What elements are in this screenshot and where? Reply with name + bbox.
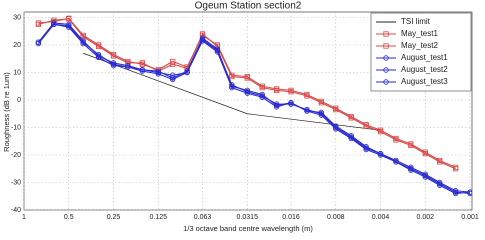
marker (170, 61, 176, 67)
x-tick-label: 0.0315 (237, 214, 259, 221)
marker (318, 100, 324, 106)
y-tick-label: -20 (11, 152, 21, 159)
marker (229, 74, 235, 80)
marker (318, 112, 325, 118)
marker (35, 21, 42, 27)
marker (110, 62, 117, 69)
legend-label: August_test2 (401, 65, 448, 74)
y-tick-label: -10 (11, 124, 21, 131)
marker (363, 146, 369, 153)
legend-box (370, 12, 472, 92)
marker (184, 69, 190, 76)
legend-marker (383, 79, 389, 85)
marker (333, 107, 339, 113)
plot-area (35, 15, 472, 197)
marker (408, 142, 414, 148)
legend-label: TSI limit (401, 17, 431, 26)
marker (110, 53, 117, 59)
marker (288, 89, 294, 95)
marker (273, 104, 280, 110)
marker (66, 24, 72, 30)
marker (437, 159, 443, 165)
x-tick-label: 0.001 (461, 214, 479, 221)
y-tick-label: 20 (13, 42, 21, 49)
y-tick-label: 10 (13, 69, 21, 76)
marker (453, 166, 459, 172)
x-tick-label: 0.016 (282, 214, 300, 221)
marker (363, 123, 369, 129)
marker (259, 85, 265, 91)
x-tick-label: 0.004 (372, 214, 390, 221)
marker (169, 76, 176, 83)
marker (377, 129, 384, 135)
marker (453, 164, 459, 170)
y-tick-label: -40 (11, 207, 21, 214)
marker (199, 38, 206, 44)
x-tick-label: 0.002 (417, 214, 435, 221)
x-tick-label: 0.125 (150, 214, 168, 221)
y-tick-label: -30 (11, 179, 21, 186)
legend-label: August_test1 (401, 53, 448, 62)
marker (139, 68, 146, 74)
marker (66, 16, 72, 22)
x-tick-label: 0.063 (194, 214, 212, 221)
legend-label: August_test3 (401, 77, 448, 86)
marker (80, 40, 86, 47)
y-tick-label: 0 (17, 97, 21, 104)
marker (422, 151, 428, 157)
series-line (37, 23, 471, 195)
legend-marker (383, 55, 389, 61)
marker (436, 182, 443, 188)
series-line (38, 17, 456, 168)
chart-title: Ogeum Station section2 (195, 1, 302, 12)
marker (169, 72, 176, 78)
marker (304, 108, 310, 114)
marker (229, 84, 235, 91)
legend-label: May_test1 (401, 29, 438, 38)
marker (333, 126, 339, 132)
marker (304, 93, 310, 99)
legend-marker (383, 43, 389, 49)
marker (348, 115, 354, 121)
marker (139, 60, 145, 66)
marker (214, 49, 221, 55)
y-axis-label: Roughness (dB re 1um) (2, 72, 11, 152)
marker (51, 21, 57, 28)
marker (125, 64, 131, 70)
marker (467, 189, 472, 195)
marker (452, 190, 459, 197)
marker (95, 54, 102, 61)
series-line (38, 18, 456, 170)
marker (393, 137, 399, 143)
marker (288, 100, 294, 106)
x-tick-label: 0.25 (107, 214, 121, 221)
series-line (83, 52, 381, 131)
x-tick-label: 0.008 (327, 214, 345, 221)
y-tick-label: 30 (13, 14, 21, 21)
marker (259, 94, 265, 100)
marker (408, 167, 414, 173)
marker (244, 75, 250, 81)
legend-marker (383, 31, 389, 37)
legend-marker (383, 67, 389, 73)
marker (155, 71, 161, 77)
marker (244, 90, 250, 96)
marker (393, 159, 399, 165)
marker (95, 43, 102, 49)
marker (377, 152, 384, 158)
x-axis-label: 1/3 octave band centre wavelength (m) (183, 224, 313, 233)
x-tick-label: 1 (22, 214, 26, 221)
marker (35, 40, 42, 47)
marker (273, 87, 280, 93)
marker (422, 174, 428, 180)
x-tick-label: 0.5 (64, 214, 74, 221)
marker (348, 135, 354, 142)
legend-label: May_test2 (401, 41, 438, 50)
chart: Ogeum Station section2 1/3 octave band c… (2, 1, 479, 233)
